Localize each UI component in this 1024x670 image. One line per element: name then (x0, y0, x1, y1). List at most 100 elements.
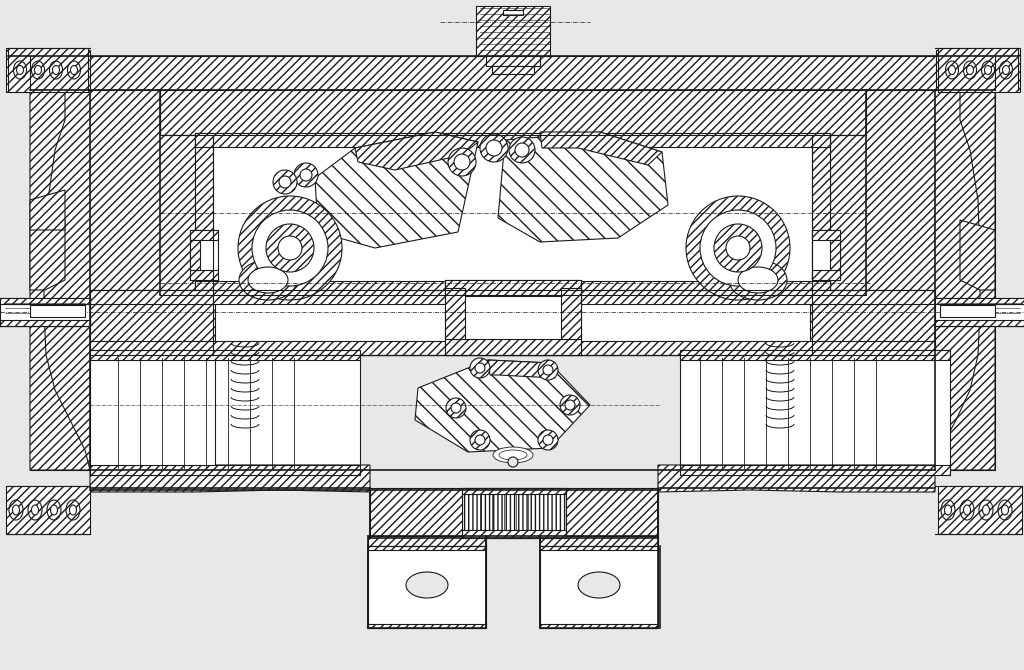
Polygon shape (355, 132, 478, 170)
Circle shape (278, 236, 302, 260)
Ellipse shape (71, 66, 78, 74)
Polygon shape (8, 50, 90, 90)
Ellipse shape (499, 450, 527, 460)
Bar (6, 48, 88, 92)
Ellipse shape (964, 505, 971, 515)
Bar (935, 298, 1024, 304)
Bar (462, 530, 566, 538)
Circle shape (726, 236, 750, 260)
Bar (445, 280, 581, 296)
Bar (195, 133, 830, 147)
Ellipse shape (493, 447, 534, 463)
Bar (160, 90, 866, 135)
Bar (503, 10, 523, 15)
Ellipse shape (964, 61, 977, 79)
Bar (30, 305, 85, 317)
Circle shape (686, 196, 790, 300)
Bar (486, 56, 540, 66)
Bar (938, 486, 1022, 534)
Polygon shape (498, 132, 668, 242)
Bar (540, 546, 658, 628)
Polygon shape (658, 465, 935, 492)
Circle shape (714, 224, 762, 272)
Polygon shape (959, 220, 995, 290)
Bar (540, 624, 658, 628)
Bar (680, 355, 950, 470)
Circle shape (294, 163, 318, 187)
Circle shape (538, 360, 558, 380)
Ellipse shape (32, 61, 44, 79)
Circle shape (266, 224, 314, 272)
Bar (90, 290, 935, 304)
Bar (830, 240, 840, 270)
Ellipse shape (945, 61, 958, 79)
Circle shape (515, 143, 529, 157)
Bar (445, 339, 581, 355)
Circle shape (475, 363, 485, 373)
Circle shape (300, 169, 312, 181)
Circle shape (252, 210, 328, 286)
Circle shape (538, 430, 558, 450)
Ellipse shape (35, 66, 42, 74)
Bar (680, 350, 950, 360)
Bar (812, 230, 840, 240)
Bar (368, 546, 486, 628)
Bar (476, 6, 550, 56)
Bar (935, 320, 1024, 326)
Circle shape (543, 435, 553, 445)
Bar (680, 465, 950, 475)
Bar (90, 355, 215, 470)
Bar (540, 546, 658, 550)
Circle shape (449, 148, 476, 176)
Bar (368, 536, 486, 546)
Bar (935, 298, 1024, 326)
Bar (0, 298, 90, 326)
Circle shape (508, 457, 518, 467)
Circle shape (565, 400, 575, 410)
Ellipse shape (406, 572, 449, 598)
Bar (190, 230, 218, 240)
Bar (6, 486, 90, 534)
Ellipse shape (239, 260, 297, 300)
Bar (445, 288, 465, 339)
Ellipse shape (578, 572, 620, 598)
Ellipse shape (52, 66, 59, 74)
Ellipse shape (948, 66, 955, 74)
Bar (540, 536, 658, 546)
Bar (370, 488, 658, 536)
Bar (462, 488, 566, 538)
Polygon shape (540, 132, 662, 165)
Polygon shape (315, 132, 478, 248)
Bar (462, 488, 566, 494)
Bar (812, 230, 840, 280)
Ellipse shape (16, 66, 24, 74)
Ellipse shape (998, 500, 1012, 520)
Bar (812, 133, 830, 295)
Circle shape (475, 435, 485, 445)
Ellipse shape (944, 505, 951, 515)
Ellipse shape (248, 267, 288, 293)
Bar (368, 546, 486, 550)
Bar (561, 288, 581, 339)
Polygon shape (90, 465, 370, 492)
Bar (195, 133, 213, 295)
Ellipse shape (47, 500, 61, 520)
Ellipse shape (941, 500, 955, 520)
Bar (190, 240, 200, 270)
Ellipse shape (13, 61, 27, 79)
Bar (368, 624, 486, 628)
Ellipse shape (9, 500, 23, 520)
Ellipse shape (32, 505, 39, 515)
Bar (812, 270, 840, 280)
Circle shape (560, 395, 580, 415)
Bar (90, 355, 360, 470)
Polygon shape (30, 220, 65, 290)
Bar (190, 270, 218, 280)
Circle shape (509, 137, 535, 163)
Bar (195, 281, 830, 295)
Bar (90, 290, 935, 355)
Ellipse shape (50, 505, 57, 515)
Ellipse shape (70, 505, 77, 515)
Ellipse shape (959, 500, 974, 520)
Polygon shape (815, 90, 995, 470)
